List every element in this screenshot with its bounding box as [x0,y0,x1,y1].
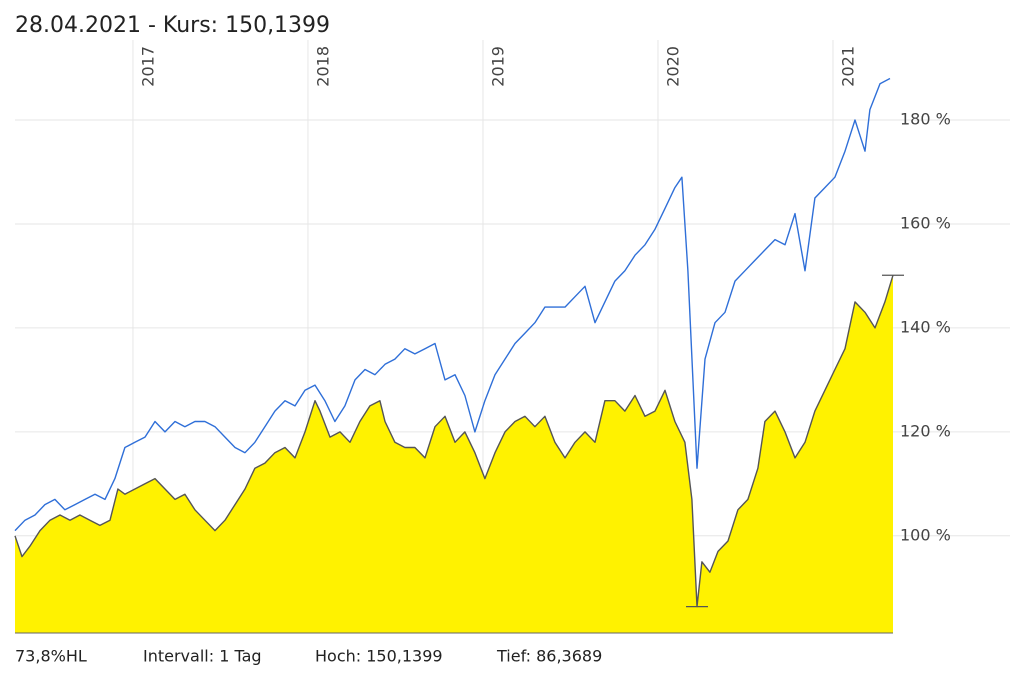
x-tick-label: 2018 [313,46,332,87]
x-tick-label: 2017 [138,46,157,87]
y-tick-label: 140 % [900,317,951,336]
y-tick-label: 120 % [900,421,951,440]
chart-title: 28.04.2021 - Kurs: 150,1399 [15,13,330,38]
line [14,274,894,608]
x-tick-label: 2020 [663,46,682,87]
area [15,275,893,633]
x-tick-label: 2021 [838,46,857,87]
footer-range: 73,8%HL [15,647,87,666]
footer-interval: Intervall: 1 Tag [143,647,262,666]
line [14,77,891,532]
x-tick-label: 2019 [488,46,507,87]
footer-high: Hoch: 150,1399 [315,647,443,666]
y-tick-label: 100 % [900,525,951,544]
y-tick-label: 180 % [900,110,951,129]
footer-low: Tief: 86,3689 [496,647,602,666]
y-tick-label: 160 % [900,213,951,232]
